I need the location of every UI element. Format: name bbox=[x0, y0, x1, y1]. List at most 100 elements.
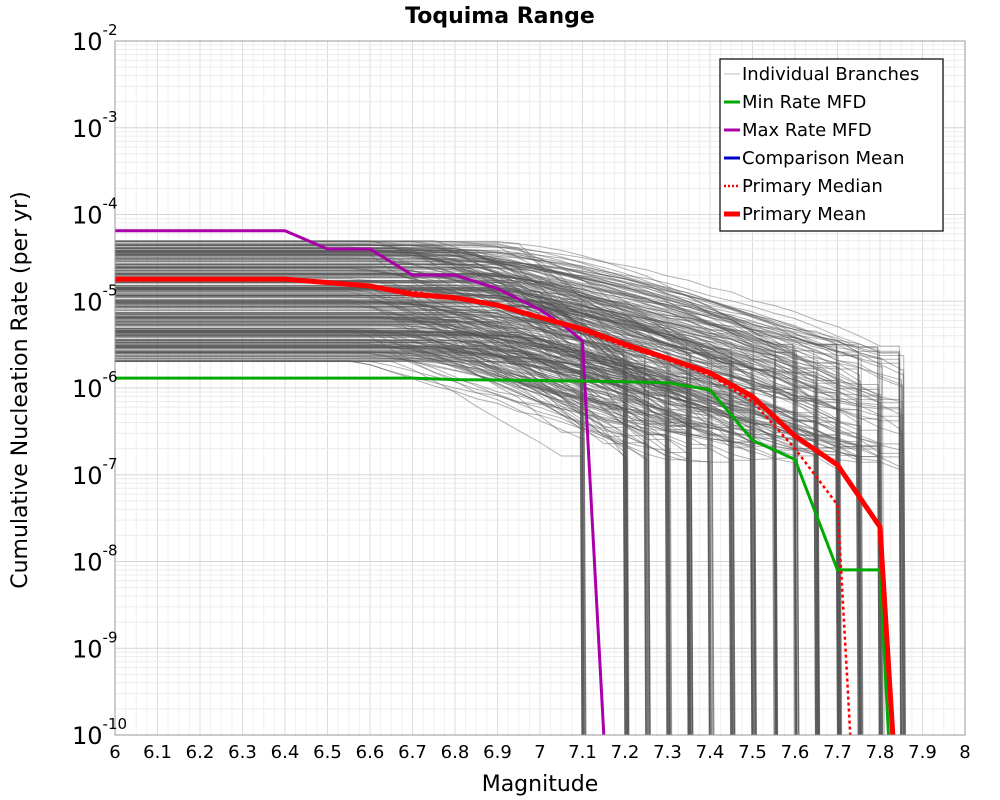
x-tick-label: 7 bbox=[534, 742, 545, 763]
branch-line bbox=[115, 292, 821, 736]
branch-line bbox=[115, 348, 671, 736]
plot-frame bbox=[114, 40, 966, 736]
branch-line bbox=[115, 244, 861, 736]
branch-line bbox=[115, 318, 904, 736]
branch-line bbox=[115, 330, 734, 736]
branch-line bbox=[115, 297, 668, 736]
branch-line bbox=[115, 259, 902, 736]
branch-line bbox=[115, 316, 816, 736]
branch-line bbox=[115, 316, 736, 736]
branch-line bbox=[115, 302, 735, 736]
branch-line bbox=[115, 300, 629, 736]
branch-line bbox=[115, 250, 798, 736]
branch-line bbox=[115, 331, 668, 736]
x-tick-label: 6.7 bbox=[398, 742, 427, 763]
branch-line bbox=[115, 317, 841, 736]
branch-line bbox=[115, 244, 880, 736]
branch-line bbox=[115, 257, 671, 736]
branch-line bbox=[115, 358, 904, 736]
branch-line bbox=[115, 273, 757, 736]
branch-line bbox=[115, 334, 754, 736]
branch-line bbox=[115, 355, 861, 736]
branch-line bbox=[115, 311, 628, 736]
branch-line bbox=[115, 313, 712, 736]
branch-line bbox=[115, 360, 690, 736]
branch-line bbox=[115, 308, 753, 736]
branch-line bbox=[115, 240, 796, 736]
branch-line bbox=[115, 270, 819, 736]
legend-label: Primary Mean bbox=[742, 204, 866, 225]
branch-line bbox=[115, 350, 861, 736]
legend-label: Max Rate MFD bbox=[742, 120, 872, 141]
branch-line bbox=[115, 317, 669, 736]
branch-line bbox=[115, 258, 819, 736]
branch-line bbox=[115, 266, 906, 736]
x-tick-label: 6.4 bbox=[271, 742, 300, 763]
branch-line bbox=[115, 355, 817, 736]
branch-line bbox=[115, 338, 583, 736]
branch-line bbox=[115, 249, 673, 736]
branch-line bbox=[115, 247, 902, 736]
branch-line bbox=[115, 287, 881, 736]
branch-line bbox=[115, 302, 816, 736]
branch-line bbox=[115, 347, 862, 736]
branch-line bbox=[115, 334, 756, 736]
chart-title: Toquima Range bbox=[405, 4, 595, 29]
branch-line bbox=[115, 299, 627, 736]
branch-line bbox=[115, 248, 881, 736]
branch-line bbox=[115, 329, 670, 736]
branch-line bbox=[115, 255, 734, 736]
branch-line bbox=[115, 321, 902, 736]
branch-line bbox=[115, 282, 650, 736]
branch-line bbox=[115, 241, 584, 736]
branch-line bbox=[115, 345, 757, 736]
branch-line bbox=[115, 338, 628, 736]
legend-label: Min Rate MFD bbox=[742, 92, 866, 113]
branch-line bbox=[115, 332, 714, 736]
branch-line bbox=[115, 264, 735, 736]
branch-line bbox=[115, 313, 711, 736]
branch-line bbox=[115, 360, 712, 736]
branch-line bbox=[115, 345, 860, 736]
branch-line bbox=[115, 261, 885, 736]
branch-line bbox=[115, 281, 692, 736]
branch-line bbox=[115, 265, 840, 736]
branch-line bbox=[115, 329, 711, 736]
branch-line bbox=[115, 336, 820, 736]
x-tick-label: 6.9 bbox=[483, 742, 512, 763]
branch-line bbox=[115, 343, 820, 736]
branch-line bbox=[115, 339, 672, 736]
branch-line bbox=[115, 285, 756, 736]
branch-line bbox=[115, 302, 585, 736]
branch-line bbox=[115, 267, 628, 736]
branch-line bbox=[115, 306, 733, 736]
branch-line bbox=[115, 263, 629, 736]
branch-line bbox=[115, 254, 736, 736]
branch-line bbox=[115, 342, 778, 736]
branch-line bbox=[115, 329, 841, 736]
legend-box bbox=[719, 58, 944, 232]
branch-line bbox=[115, 248, 692, 736]
individual-branches bbox=[115, 240, 906, 736]
series-primary-mean bbox=[115, 276, 896, 736]
branch-line bbox=[115, 240, 756, 736]
branch-line bbox=[115, 336, 647, 736]
branch-line bbox=[115, 289, 587, 736]
branch-line bbox=[115, 247, 714, 736]
branch-line bbox=[115, 248, 902, 736]
branch-line bbox=[115, 331, 690, 736]
branch-line bbox=[115, 329, 587, 736]
branch-line bbox=[115, 353, 651, 736]
branch-line bbox=[115, 318, 586, 736]
branch-line bbox=[115, 351, 840, 736]
branch-line bbox=[115, 294, 883, 736]
branch-line bbox=[115, 331, 818, 736]
branch-line bbox=[115, 288, 883, 736]
x-axis-label: Magnitude bbox=[482, 772, 599, 797]
branch-line bbox=[115, 325, 629, 736]
branch-line bbox=[115, 250, 816, 736]
x-tick-label: 6.5 bbox=[313, 742, 342, 763]
branch-line bbox=[115, 351, 710, 736]
branch-line bbox=[115, 324, 669, 736]
